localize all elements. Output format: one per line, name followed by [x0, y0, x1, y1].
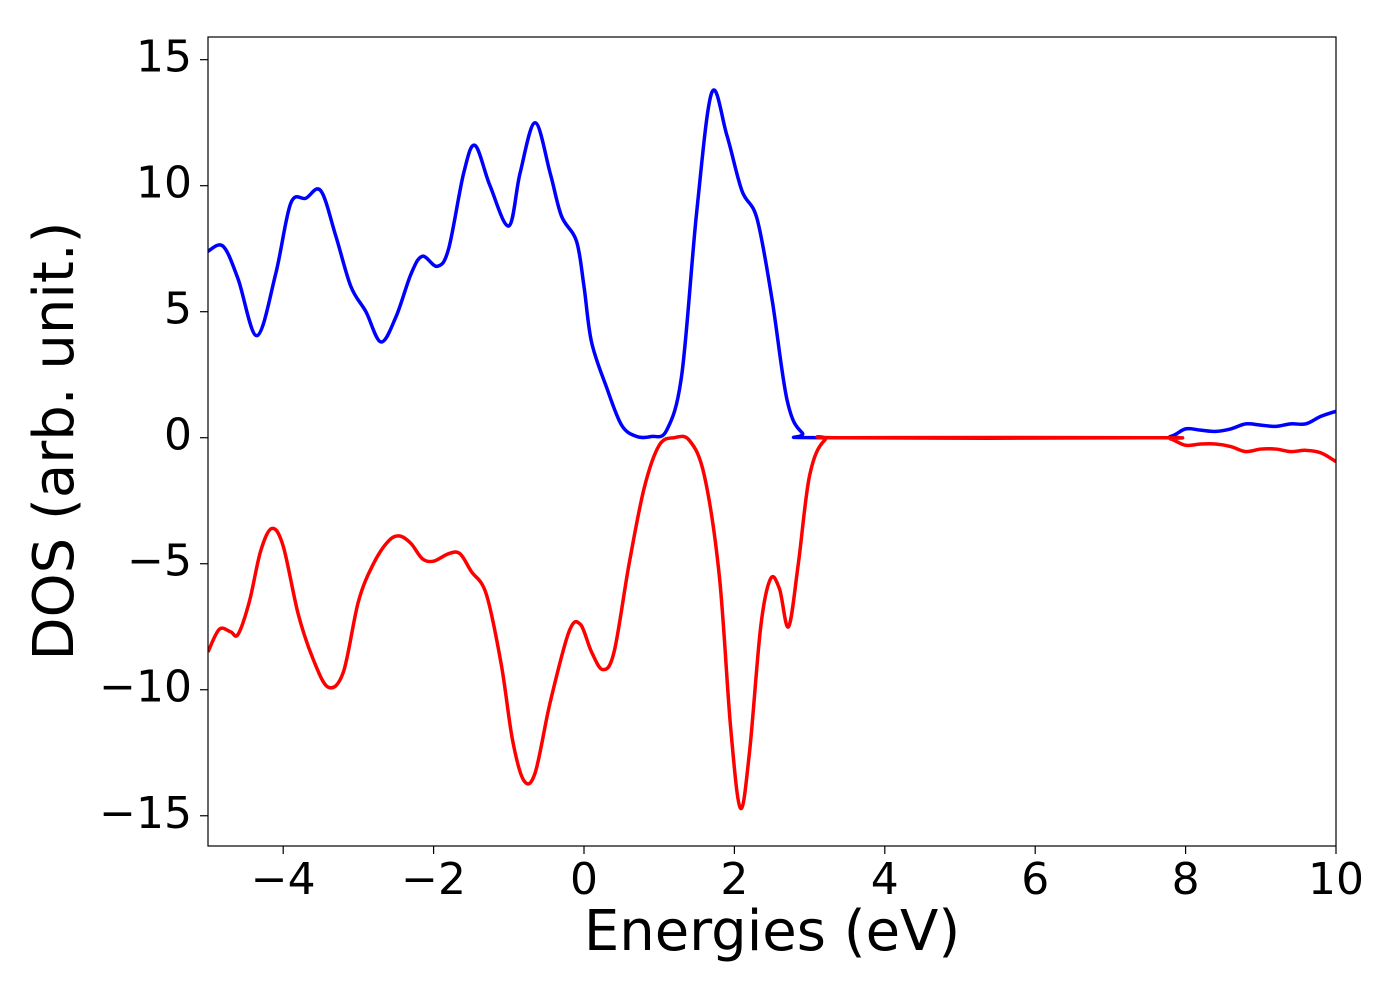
x-tick-label: 10 — [1308, 854, 1364, 905]
dos-line — [208, 434, 1336, 811]
y-tick-label: 10 — [136, 158, 192, 209]
x-tick-label: 0 — [570, 854, 598, 905]
x-tick-label: −4 — [251, 854, 316, 905]
axes-frame — [207, 36, 1337, 847]
x-tick-label: 8 — [1172, 854, 1200, 905]
y-tick-label: −10 — [99, 662, 192, 713]
y-tick-label: 0 — [164, 410, 192, 461]
x-tick-label: 2 — [720, 854, 748, 905]
x-tick-label: 4 — [871, 854, 899, 905]
dos-line — [208, 88, 1336, 440]
y-tick-label: −15 — [99, 788, 192, 839]
x-tick-label: −2 — [401, 854, 466, 905]
x-tick-label: 6 — [1021, 854, 1049, 905]
plot-lines — [208, 88, 1336, 811]
y-tick-label: −5 — [127, 536, 192, 587]
y-tick-label: 15 — [136, 32, 192, 83]
y-axis-label: DOS (arb. unit.) — [22, 221, 87, 660]
y-tick-label: 5 — [164, 284, 192, 335]
x-axis-label: Energies (eV) — [584, 899, 960, 964]
